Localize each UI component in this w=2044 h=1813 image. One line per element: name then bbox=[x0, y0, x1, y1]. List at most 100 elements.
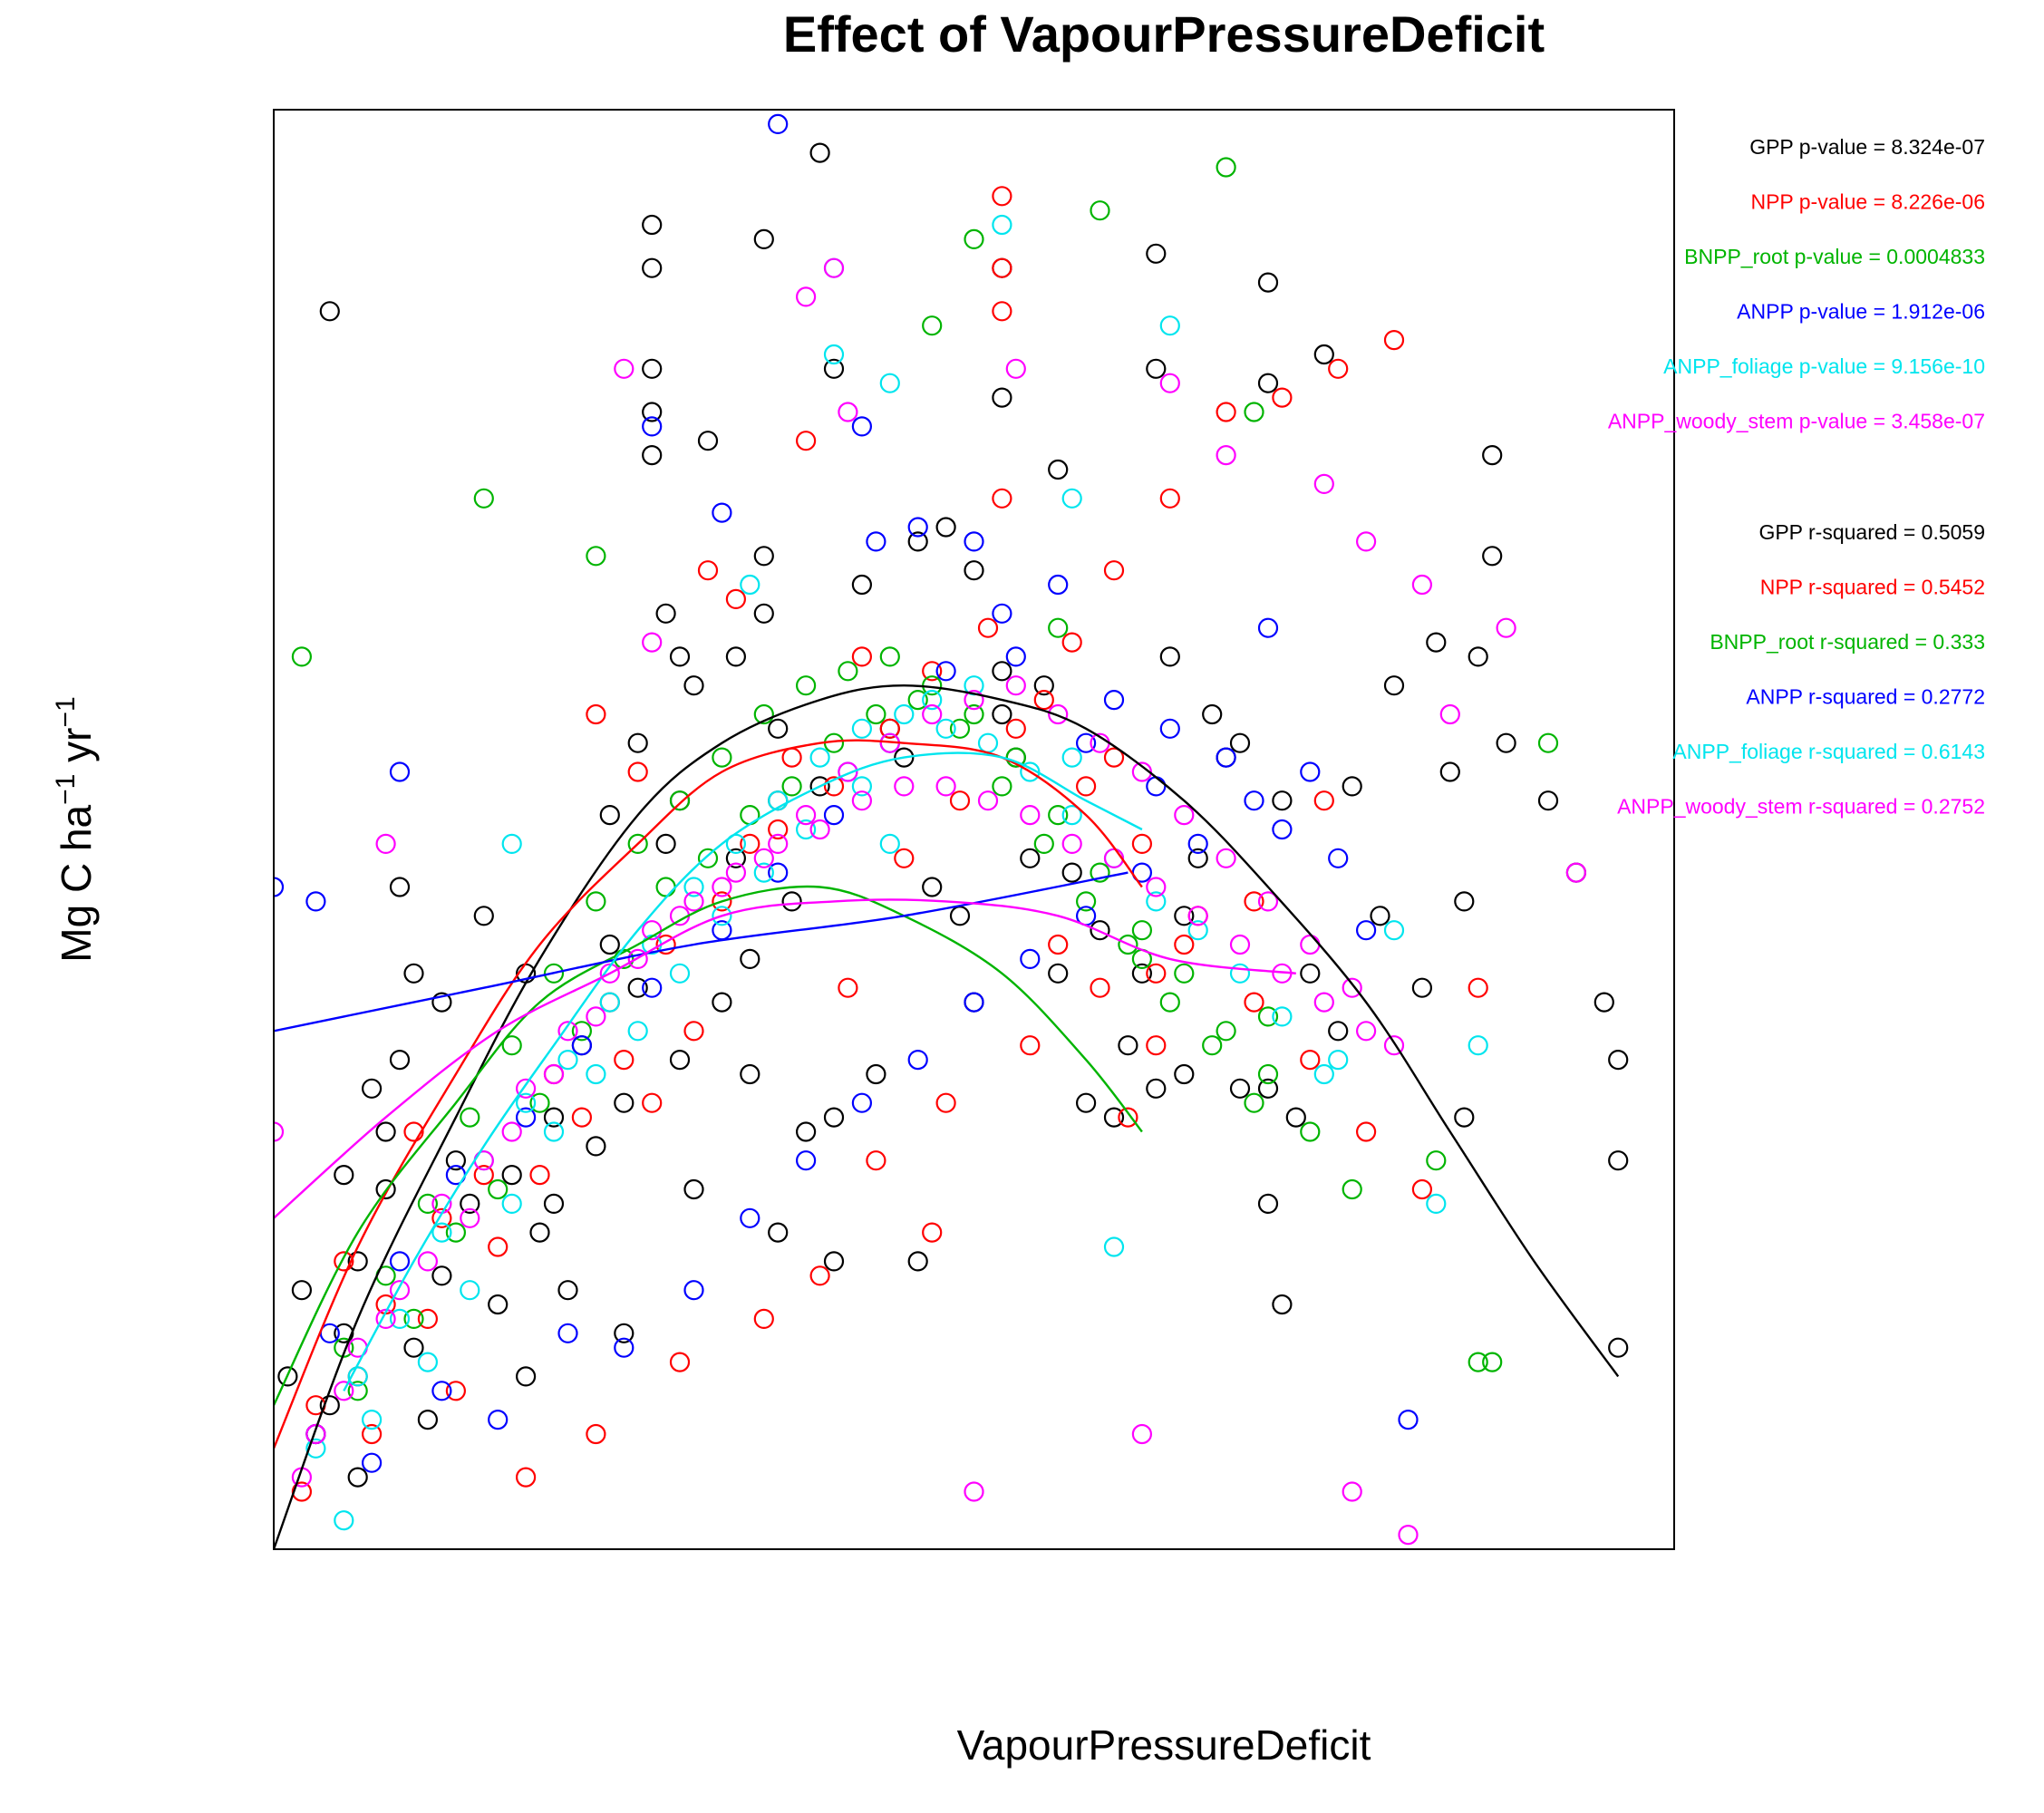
gpp-point bbox=[473, 906, 494, 926]
anpp_woody_stem-point bbox=[375, 833, 396, 855]
anpp-point bbox=[389, 761, 411, 782]
bnpp_root-point bbox=[1048, 804, 1069, 826]
bnpp_root-point bbox=[1118, 934, 1138, 955]
gpp-point bbox=[543, 1107, 565, 1128]
y-axis-label-exponent-2: −1 bbox=[51, 696, 81, 727]
anpp_woody_stem-point bbox=[1005, 675, 1026, 696]
npp-point bbox=[417, 1308, 438, 1330]
npp-point bbox=[627, 761, 648, 782]
bnpp_root-point bbox=[697, 848, 719, 868]
gpp-point bbox=[1187, 848, 1208, 868]
anpp_woody_stem-point bbox=[642, 632, 663, 653]
anpp-point bbox=[823, 804, 845, 826]
gpp-point bbox=[403, 963, 424, 984]
anpp_foliage-point bbox=[1383, 920, 1405, 941]
anpp_foliage-point bbox=[879, 373, 900, 393]
anpp_woody_stem-point bbox=[964, 1481, 984, 1502]
gpp-point bbox=[1272, 790, 1293, 811]
bnpp_root-point bbox=[347, 1381, 368, 1401]
anpp-point bbox=[1216, 747, 1236, 768]
anpp-point bbox=[964, 531, 984, 552]
bnpp_root-point bbox=[586, 546, 606, 567]
anpp_woody_stem-point bbox=[851, 790, 873, 811]
y-axis-label: Mg C ha−1 yr−1 bbox=[51, 696, 100, 962]
npp-point bbox=[977, 617, 999, 638]
npp-point bbox=[768, 819, 789, 840]
bnpp_root-point bbox=[501, 1035, 522, 1056]
gpp-point bbox=[1482, 546, 1503, 567]
anpp-point bbox=[851, 1092, 873, 1113]
bnpp_root-point bbox=[1468, 1352, 1488, 1372]
npp-point bbox=[473, 1164, 494, 1186]
bnpp_root-point bbox=[795, 675, 817, 696]
rsquared-annotation: ANPP_woody_stem r-squared = 0.2752 bbox=[1617, 795, 1985, 819]
anpp-point bbox=[795, 1150, 817, 1171]
gpp-point bbox=[642, 214, 663, 236]
npp-point bbox=[795, 431, 817, 451]
anpp_foliage-point bbox=[543, 1121, 565, 1142]
gpp-point bbox=[627, 977, 648, 998]
npp-point bbox=[1216, 402, 1236, 422]
anpp-point bbox=[389, 1251, 411, 1272]
anpp_woody_stem-point bbox=[1216, 848, 1236, 868]
gpp-point bbox=[1061, 862, 1082, 883]
anpp_woody_stem-point bbox=[1496, 617, 1516, 638]
anpp_woody_stem-point bbox=[935, 776, 956, 797]
gpp-point bbox=[347, 1467, 368, 1488]
gpp-point bbox=[1300, 963, 1321, 984]
gpp-point bbox=[445, 1150, 466, 1171]
anpp-point bbox=[992, 603, 1012, 624]
anpp_woody_stem-point bbox=[683, 891, 704, 912]
anpp-point bbox=[362, 1452, 383, 1473]
anpp-point bbox=[712, 920, 732, 941]
gpp-point bbox=[642, 257, 663, 278]
anpp_woody_stem-point bbox=[1411, 574, 1433, 596]
gpp-point bbox=[1313, 344, 1334, 365]
npp-point bbox=[614, 1049, 635, 1071]
anpp_foliage-point bbox=[823, 344, 845, 365]
gpp-point bbox=[683, 675, 704, 696]
anpp_woody_stem-point bbox=[586, 1006, 606, 1027]
gpp-point bbox=[697, 431, 719, 451]
gpp-point bbox=[1159, 646, 1180, 667]
anpp_foliage-point bbox=[1313, 1063, 1334, 1085]
anpp-point bbox=[1187, 833, 1208, 855]
anpp_woody_stem-point bbox=[725, 862, 747, 883]
gpp-point bbox=[669, 1049, 691, 1071]
anpp_woody_stem-point bbox=[1005, 358, 1026, 379]
gpp-point bbox=[949, 906, 971, 926]
anpp-point bbox=[1257, 617, 1279, 638]
anpp-point bbox=[515, 1107, 537, 1128]
bnpp_root-point bbox=[445, 1222, 466, 1243]
anpp_woody_stem-point bbox=[1342, 1481, 1362, 1502]
npp-point bbox=[922, 661, 943, 682]
anpp_foliage-point bbox=[362, 1409, 383, 1430]
anpp_foliage-point bbox=[347, 1366, 368, 1387]
anpp_foliage-point bbox=[851, 718, 873, 739]
anpp_foliage-point bbox=[683, 877, 704, 897]
npp-point bbox=[1383, 330, 1405, 351]
npp-point bbox=[949, 790, 971, 811]
anpp_woody_stem-point bbox=[1313, 992, 1334, 1013]
anpp-point bbox=[1355, 920, 1377, 941]
anpp_foliage-point bbox=[460, 1280, 480, 1301]
anpp_foliage-point bbox=[501, 833, 522, 855]
points-layer bbox=[274, 113, 1629, 1546]
npp-point bbox=[781, 747, 802, 768]
anpp_woody_stem-point bbox=[1187, 906, 1208, 926]
anpp_woody_stem-point bbox=[795, 286, 817, 307]
anpp_foliage-point bbox=[1468, 1035, 1488, 1056]
anpp_foliage-point bbox=[501, 1193, 522, 1215]
anpp-point bbox=[614, 1337, 635, 1358]
anpp_foliage-point bbox=[1229, 963, 1251, 984]
gpp-point bbox=[347, 1251, 368, 1272]
gpp-point bbox=[362, 1078, 383, 1099]
anpp_woody_stem-point bbox=[305, 1423, 326, 1445]
rsquared-annotation: GPP r-squared = 0.5059 bbox=[1758, 520, 1985, 544]
gpp-point bbox=[992, 387, 1012, 408]
gpp-point bbox=[753, 546, 774, 567]
anpp_woody_stem-point bbox=[1048, 703, 1069, 725]
gpp-point bbox=[1496, 732, 1516, 753]
npp-point bbox=[642, 1092, 663, 1113]
anpp_woody_stem-point bbox=[964, 689, 984, 711]
